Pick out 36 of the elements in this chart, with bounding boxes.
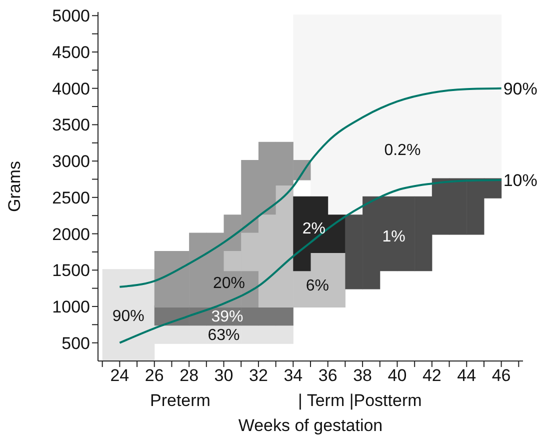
x-tick-label: 26: [144, 366, 164, 386]
series-label: 20%: [212, 275, 245, 292]
series-label: 10%: [503, 170, 538, 190]
x-tick-label: 34: [284, 366, 303, 386]
series-label: 90%: [112, 308, 144, 325]
y-tick-label: 3500: [52, 116, 90, 135]
y-tick-label: 4500: [52, 43, 90, 62]
y-tick-label: 1500: [52, 261, 90, 280]
x-tick-label: 30: [214, 366, 234, 386]
y-tick-label: 5000: [52, 6, 90, 26]
series-label: 63%: [208, 326, 240, 344]
x-tick-label: 42: [422, 366, 442, 386]
y-tick-label: 3000: [52, 152, 90, 172]
y-tick-label: 4000: [52, 79, 90, 98]
y-tick-label: 2000: [52, 224, 90, 244]
text: Preterm: [150, 391, 210, 411]
y-axis-title: Grams: [5, 161, 24, 212]
x-tick-label: 40: [388, 366, 407, 386]
x-tick-label: 44: [457, 366, 476, 386]
x-tick-label: 38: [353, 366, 372, 386]
y-tick-label: 2500: [52, 188, 90, 208]
y-tick-label: 1000: [52, 298, 90, 317]
series-label: 39%: [211, 308, 244, 326]
x-axis-title: Weeks of gestation: [237, 416, 384, 436]
text: | Term |Postterm: [298, 391, 422, 411]
series-label: 1%: [382, 228, 406, 246]
x-tick-label: 36: [318, 366, 338, 386]
x-tick-label: 32: [249, 366, 268, 386]
x-tick-label: 28: [180, 366, 199, 386]
y-tick-label: 500: [62, 334, 90, 353]
series-label: 90%: [503, 79, 538, 98]
x-tick-label: 46: [492, 366, 511, 386]
series-label: 6%: [306, 277, 329, 294]
series-label: 2%: [302, 220, 326, 238]
series-label: 0.2%: [384, 142, 421, 160]
x-tick-label: 24: [110, 366, 130, 386]
